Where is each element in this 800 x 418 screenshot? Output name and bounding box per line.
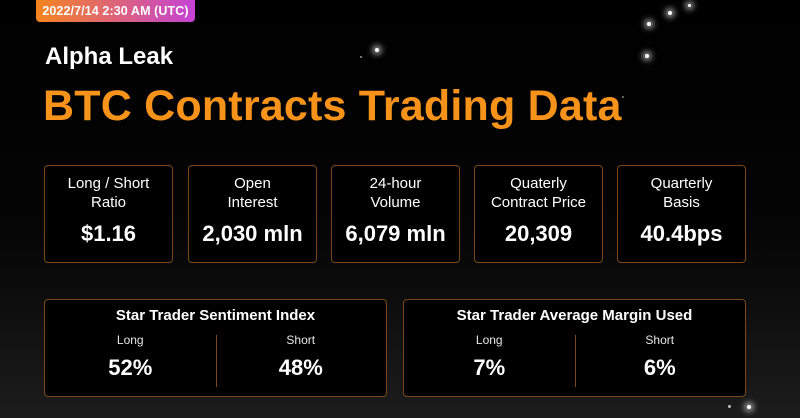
divider [216, 335, 217, 387]
metric-value: $1.16 [80, 221, 137, 246]
short-label: Short [286, 333, 316, 347]
metric-card-quarterly-basis: Quarterly Basis 40.4bps [617, 165, 746, 263]
panel-title: Star Trader Sentiment Index [115, 307, 316, 324]
metric-card-contract-price: Quaterly Contract Price 20,309 [474, 165, 603, 263]
metric-card-open-interest: Open Interest 2,030 mln [188, 165, 317, 263]
metric-value: 40.4bps [640, 221, 723, 246]
sparkle-icon [647, 22, 651, 26]
long-value: 52% [108, 355, 153, 380]
sparkle-icon [360, 56, 362, 58]
short-label: Short [645, 333, 675, 347]
sentiment-panel: Star Trader Sentiment Index Long 52% Sho… [44, 299, 387, 397]
sparkle-icon [645, 54, 649, 58]
short-value: 6% [643, 355, 676, 380]
metric-label: Quaterly Contract Price [490, 175, 587, 211]
margin-panel: Star Trader Average Margin Used Long 7% … [403, 299, 746, 397]
metric-value: 6,079 mln [345, 221, 446, 246]
sparkle-icon [688, 4, 691, 7]
metric-card-24h-volume: 24-hour Volume 6,079 mln [331, 165, 460, 263]
metric-value: 20,309 [504, 221, 573, 246]
sparkle-icon [375, 48, 379, 52]
metric-label: Long / Short Ratio [67, 175, 150, 211]
long-label: Long [475, 333, 503, 347]
sparkle-icon [747, 405, 751, 409]
metric-value: 2,030 mln [202, 221, 303, 246]
panel-title: Star Trader Average Margin Used [456, 307, 693, 324]
sentiment-short: Short 48% [216, 333, 387, 381]
long-value: 7% [473, 355, 506, 380]
long-label: Long [116, 333, 144, 347]
metric-label: 24-hour Volume [369, 175, 422, 211]
sentiment-long: Long 52% [45, 333, 216, 381]
sparkle-icon [668, 11, 672, 15]
date-badge: 2022/7/14 2:30 AM (UTC) [36, 0, 195, 22]
metric-label: Open Interest [227, 175, 278, 211]
margin-short: Short 6% [575, 333, 746, 381]
margin-long: Long 7% [404, 333, 575, 381]
sparkle-icon [728, 405, 731, 408]
sparkle-icon [622, 96, 624, 98]
page-title: BTC Contracts Trading Data [43, 82, 622, 130]
short-value: 48% [278, 355, 323, 380]
metric-card-long-short-ratio: Long / Short Ratio $1.16 [44, 165, 173, 263]
divider [575, 335, 576, 387]
subtitle: Alpha Leak [45, 43, 174, 70]
metric-label: Quarterly Basis [650, 175, 713, 211]
